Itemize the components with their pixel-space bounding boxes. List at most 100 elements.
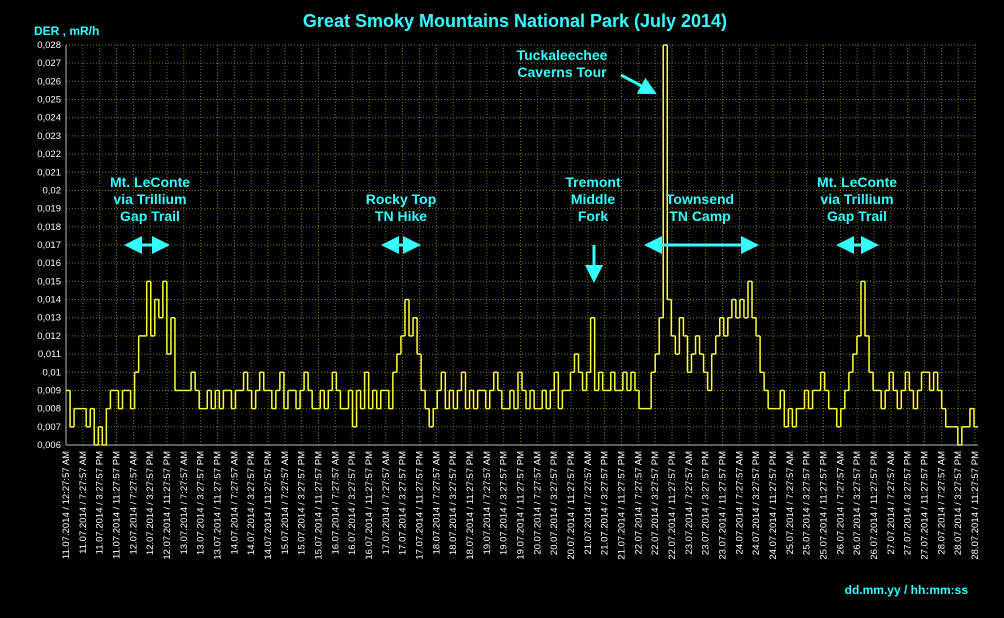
x-tick-label: 15.07.2014 / 7:27:57 AM	[280, 451, 291, 555]
x-tick-label: 13.07.2014 / 11:27:57 PM	[213, 451, 224, 560]
x-tick-label: 20.07.2014 / 7:27:57 AM	[532, 451, 543, 555]
annotation: Tuckaleechee	[517, 47, 608, 63]
y-tick-label: 0,013	[37, 313, 61, 324]
y-tick-label: 0,012	[37, 331, 61, 342]
x-tick-label: 14.07.2014 / 7:27:57 AM	[229, 451, 240, 555]
y-tick-label: 0,007	[37, 422, 61, 433]
annotation: Mt. LeConte	[110, 174, 190, 190]
annotation: Fork	[578, 208, 609, 224]
x-tick-label: 27.07.2014 / 3:27:57 PM	[903, 451, 914, 555]
annotation: Caverns Tour	[517, 64, 607, 80]
x-tick-label: 28.07.2014 / 11:27:57 PM	[970, 451, 981, 560]
annotation: Mt. LeConte	[817, 174, 897, 190]
y-tick-label: 0,018	[37, 222, 61, 233]
x-tick-label: 13.07.2014 / 3:27:57 PM	[196, 451, 207, 555]
x-tick-label: 17.07.2014 / 3:27:57 PM	[398, 451, 409, 555]
annotation: Gap Trail	[120, 208, 180, 224]
y-tick-label: 0,017	[37, 240, 61, 251]
y-tick-label: 0,009	[37, 385, 61, 396]
x-tick-label: 28.07.2014 / 7:27:57 AM	[936, 451, 947, 555]
x-tick-label: 23.07.2014 / 11:27:57 PM	[718, 451, 729, 560]
x-tick-label: 20.07.2014 / 3:27:57 PM	[549, 451, 560, 555]
annotation: TN Camp	[669, 208, 730, 224]
x-tick-label: 14.07.2014 / 3:27:57 PM	[246, 451, 257, 555]
x-tick-label: 16.07.2014 / 7:27:57 AM	[330, 451, 341, 555]
x-tick-label: 23.07.2014 / 3:27:57 PM	[701, 451, 712, 555]
x-tick-label: 27.07.2014 / 7:27:57 AM	[886, 451, 897, 555]
x-tick-label: 24.07.2014 / 11:27:57 PM	[768, 451, 779, 560]
x-tick-label: 25.07.2014 / 7:27:57 AM	[785, 451, 796, 555]
x-tick-label: 23.07.2014 / 7:27:57 AM	[684, 451, 695, 555]
x-tick-label: 11.07.2014 / 3:27:57 PM	[95, 451, 106, 554]
x-tick-label: 19.07.2014 / 7:27:57 AM	[482, 451, 493, 555]
x-tick-label: 22.07.2014 / 3:27:57 PM	[650, 451, 661, 555]
x-tick-label: 26.07.2014 / 11:27:57 PM	[869, 451, 880, 560]
x-tick-label: 19.07.2014 / 11:27:57 PM	[516, 451, 527, 560]
annotation: TN Hike	[375, 208, 427, 224]
x-tick-label: 14.07.2014 / 11:27:57 PM	[263, 451, 274, 560]
x-tick-label: 24.07.2014 / 7:27:57 AM	[734, 451, 745, 555]
ticks: 0,006 0,007 0,008 0,009 0,01 0,011 0,012 0,013 0…	[37, 40, 981, 560]
annotation: Townsend	[666, 191, 734, 207]
annotation: Middle	[571, 191, 616, 207]
data-line	[66, 44, 978, 446]
y-tick-label: 0,02	[43, 185, 62, 196]
x-tick-label: 16.07.2014 / 3:27:57 PM	[347, 451, 358, 555]
y-tick-label: 0,024	[37, 113, 61, 124]
x-tick-label: 12.07.2014 / 7:27:57 AM	[128, 451, 139, 555]
annotation: Rocky Top	[366, 191, 437, 207]
x-tick-label: 21.07.2014 / 3:27:57 PM	[600, 451, 611, 555]
x-tick-label: 25.07.2014 / 11:27:57 PM	[819, 451, 830, 560]
x-tick-label: 11.07.2014 / 12:27:57 AM	[61, 451, 72, 559]
x-tick-label: 21.07.2014 / 7:27:57 AM	[583, 451, 594, 555]
y-tick-label: 0,015	[37, 276, 61, 287]
x-tick-label: 18.07.2014 / 11:27:57 PM	[465, 451, 476, 560]
y-tick-label: 0,028	[37, 40, 61, 51]
x-tick-label: 17.07.2014 / 7:27:57 AM	[381, 451, 392, 555]
x-tick-label: 20.07.2014 / 11:27:57 PM	[566, 451, 577, 560]
x-tick-label: 12.07.2014 / 11:27:57 PM	[162, 451, 173, 560]
x-tick-label: 19.07.2014 / 3:27:57 PM	[499, 451, 510, 555]
y-tick-label: 0,011	[38, 349, 61, 360]
annotation: via Trillium	[820, 191, 893, 207]
annotation: Tremont	[565, 174, 621, 190]
x-tick-label: 26.07.2014 / 7:27:57 AM	[835, 451, 846, 555]
x-tick-label: 28.07.2014 / 3:27:57 PM	[953, 451, 964, 555]
y-tick-label: 0,006	[37, 440, 61, 451]
x-tick-label: 26.07.2014 / 3:27:57 PM	[852, 451, 863, 555]
x-tick-label: 13.07.2014 / 7:27:57 AM	[179, 451, 190, 555]
x-tick-label: 24.07.2014 / 3:27:57 PM	[751, 451, 762, 555]
x-tick-label: 18.07.2014 / 7:27:57 AM	[431, 451, 442, 555]
x-tick-label: 16.07.2014 / 11:27:57 PM	[364, 451, 375, 560]
y-tick-label: 0,021	[37, 167, 61, 178]
y-tick-label: 0,023	[37, 131, 61, 142]
chart-title: Great Smoky Mountains National Park (Jul…	[303, 11, 727, 31]
x-tick-label: 22.07.2014 / 7:27:57 AM	[633, 451, 644, 555]
x-tick-label: 27.07.2014 / 11:27:57 PM	[920, 451, 931, 560]
y-tick-label: 0,022	[37, 149, 61, 160]
x-tick-label: 11.07.2014 / 7:27:57 AM	[78, 451, 89, 554]
x-tick-label: 15.07.2014 / 11:27:57 PM	[314, 451, 325, 560]
x-tick-label: 11.07.2014 / 11:27:57 PM	[112, 451, 123, 559]
y-tick-label: 0,014	[37, 295, 61, 306]
x-tick-label: 21.07.2014 / 11:27:57 PM	[617, 451, 628, 560]
arrow	[620, 73, 657, 95]
y-tick-label: 0,026	[37, 76, 61, 87]
x-tick-label: 18.07.2014 / 3:27:57 PM	[448, 451, 459, 555]
y-tick-label: 0,027	[37, 58, 61, 69]
y-tick-label: 0,01	[43, 367, 62, 378]
y-tick-label: 0,016	[37, 258, 61, 269]
x-tick-label: 17.07.2014 / 11:27:57 PM	[415, 451, 426, 560]
x-tick-label: 22.07.2014 / 11:27:57 PM	[667, 451, 678, 560]
annotation: via Trillium	[113, 191, 186, 207]
x-tick-label: 12.07.2014 / 3:27:57 PM	[145, 451, 156, 555]
y-tick-label: 0,008	[37, 404, 61, 415]
annotation: Gap Trail	[827, 208, 887, 224]
y-axis-label: DER , mR/h	[34, 24, 99, 38]
x-tick-label: 25.07.2014 / 3:27:57 PM	[802, 451, 813, 555]
y-tick-label: 0,025	[37, 95, 61, 106]
x-tick-label: 15.07.2014 / 3:27:57 PM	[297, 451, 308, 555]
